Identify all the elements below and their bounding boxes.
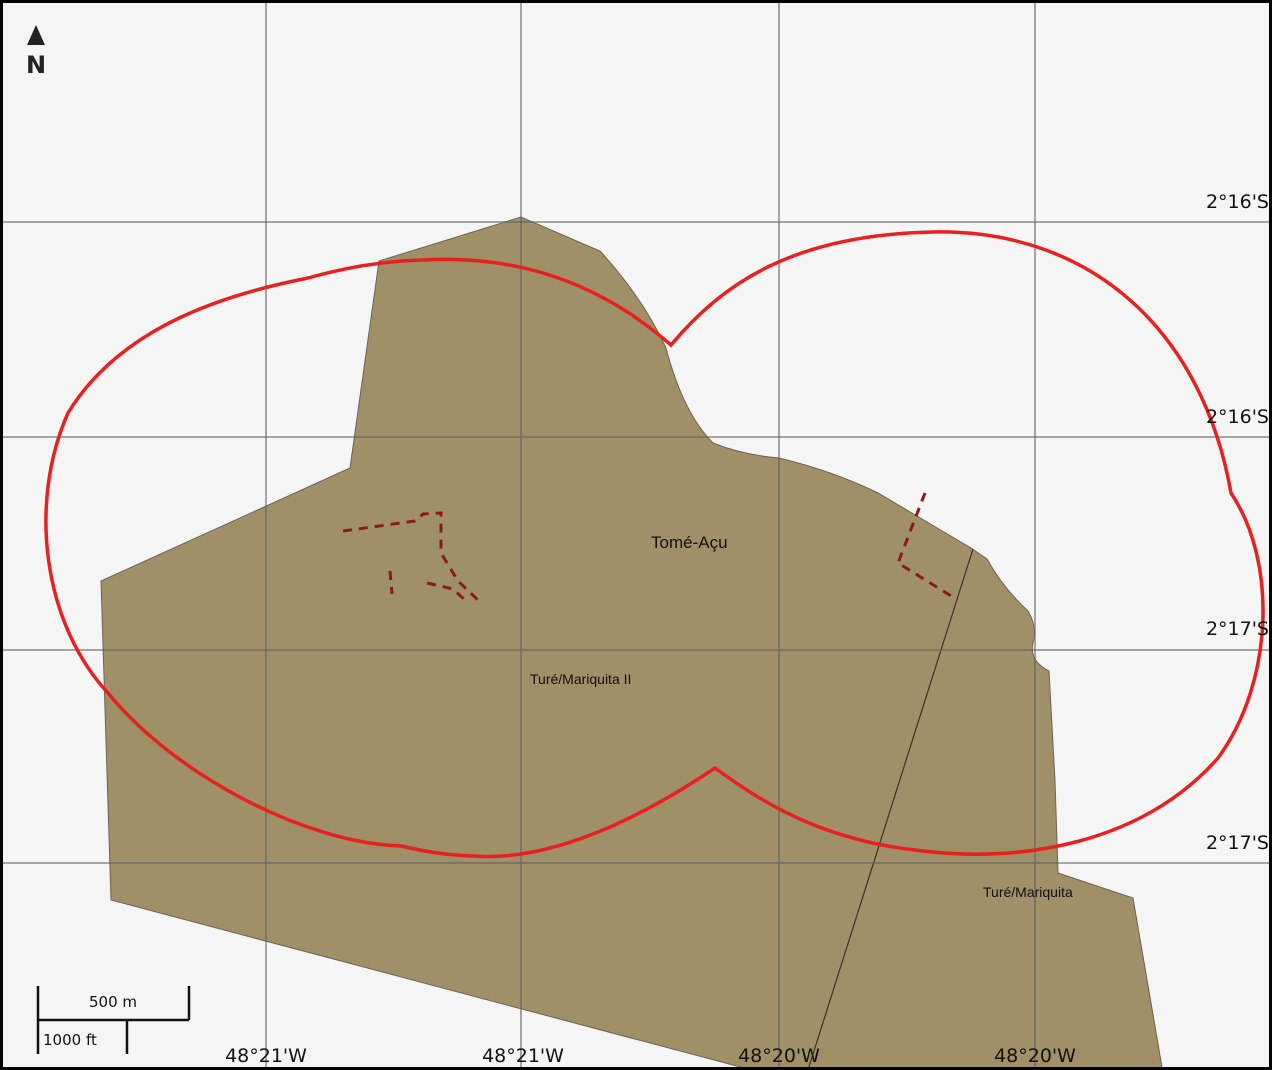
dashed-track <box>426 581 467 602</box>
latitude-label: 2°17'S <box>1206 618 1269 640</box>
territory-polygon-ture-mariquita-ii[interactable] <box>100 216 1163 1070</box>
map-canvas[interactable]: Tomé-Açu Turé/Mariquita II Turé/Mariquit… <box>3 3 1272 1070</box>
latitude-label: 2°16'S <box>1206 406 1269 428</box>
dashed-track <box>342 511 483 605</box>
scale-bar-imperial-label: 1000 ft <box>43 1031 97 1049</box>
graticule <box>3 3 1269 1067</box>
longitude-label: 48°21'W <box>482 1045 564 1067</box>
north-arrow-label: N <box>26 51 46 79</box>
dashed-track-right[interactable] <box>896 492 957 601</box>
latitude-label: 2°16'S <box>1206 191 1269 213</box>
scale-bar-metric-label: 500 m <box>89 993 137 1011</box>
longitude-label: 48°21'W <box>225 1045 307 1067</box>
place-label-ture-mariquita: Turé/Mariquita <box>983 884 1073 900</box>
dashed-track-cluster-left[interactable] <box>342 511 483 605</box>
scale-bar <box>36 986 191 1054</box>
territory-boundary-line <box>808 548 974 1067</box>
dashed-track <box>388 570 394 595</box>
latitude-label: 2°17'S <box>1206 832 1269 854</box>
buffer-zone-outline[interactable] <box>44 230 1265 859</box>
north-arrow-icon <box>27 25 45 45</box>
north-arrow: N <box>26 25 46 79</box>
place-label-ture-mariquita-ii: Turé/Mariquita II <box>530 671 631 687</box>
longitude-label: 48°20'W <box>738 1045 820 1067</box>
place-label-tome-acu: Tomé-Açu <box>651 533 728 552</box>
longitude-label: 48°20'W <box>994 1045 1076 1067</box>
